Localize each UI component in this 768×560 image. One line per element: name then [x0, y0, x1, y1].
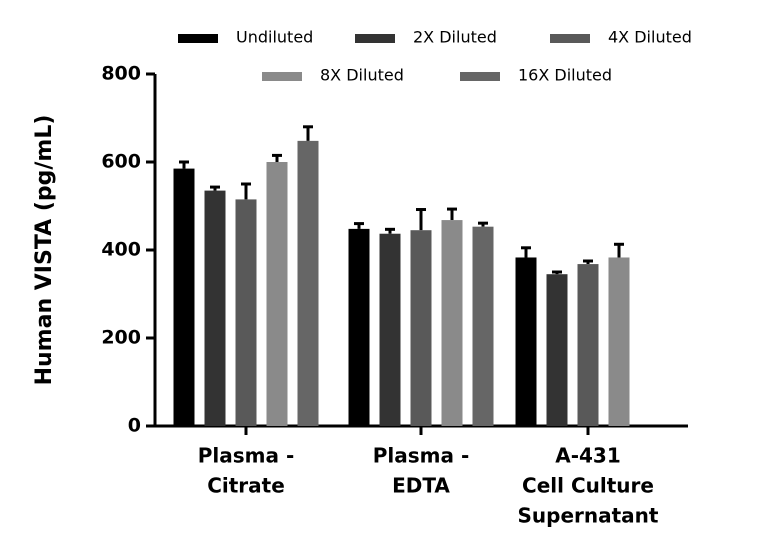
y-tick-label: 400 — [101, 239, 141, 261]
bar — [441, 220, 463, 426]
legend-swatch — [460, 72, 500, 81]
y-tick-label: 200 — [101, 327, 141, 349]
legend-label: 4X Diluted — [608, 28, 692, 47]
bar — [348, 228, 370, 426]
bar — [297, 140, 319, 426]
bar — [546, 274, 568, 426]
legend-label: Undiluted — [236, 28, 313, 47]
x-tick-label: Supernatant — [518, 504, 659, 528]
bar — [204, 190, 226, 426]
x-tick-label: A-431 — [555, 444, 621, 468]
bar — [577, 264, 599, 426]
x-tick-label: Plasma - — [373, 444, 470, 468]
legend-label: 2X Diluted — [413, 28, 497, 47]
bar — [410, 230, 432, 426]
legend-swatch — [550, 34, 590, 43]
x-tick-label: Cell Culture — [522, 474, 654, 498]
bar — [379, 233, 401, 426]
y-tick-label: 800 — [101, 63, 141, 85]
x-tick-label: EDTA — [392, 474, 450, 498]
legend-label: 16X Diluted — [518, 66, 612, 85]
legend-label: 8X Diluted — [320, 66, 404, 85]
y-tick-label: 600 — [101, 151, 141, 173]
x-tick-label: Citrate — [207, 474, 285, 498]
bar — [173, 168, 195, 426]
y-axis-label: Human VISTA (pg/mL) — [32, 115, 57, 386]
x-tick-label: Plasma - — [198, 444, 295, 468]
bar — [266, 162, 288, 426]
bar — [235, 199, 257, 426]
legend-swatch — [262, 72, 302, 81]
y-tick-label: 0 — [128, 415, 141, 437]
bar — [472, 226, 494, 426]
bar — [608, 257, 630, 426]
legend-swatch — [178, 34, 218, 43]
legend-swatch — [355, 34, 395, 43]
bar — [515, 257, 537, 426]
